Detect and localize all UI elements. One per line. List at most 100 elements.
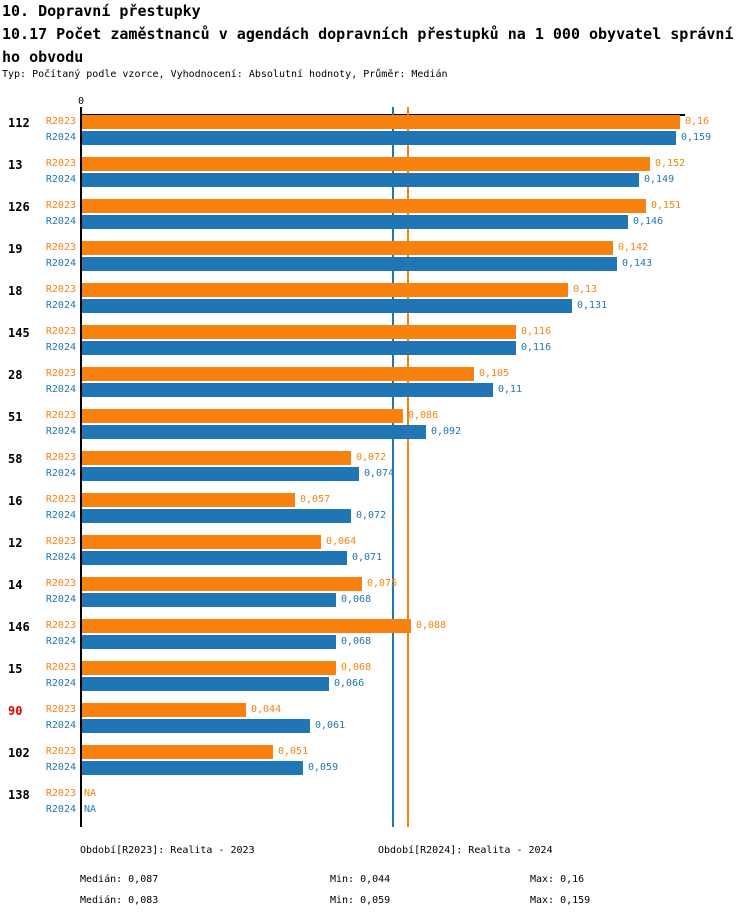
value-label-r2023-90: 0,044 [251,704,282,715]
series-label-r2023-12: R2023 [45,536,76,547]
report-section-title: 10. Dopravní přestupky [2,2,201,20]
value-label-r2024-12: 0,071 [352,552,383,563]
x-axis-zero-tick-label: 0 [77,96,85,107]
series-label-r2024-112: R2024 [45,132,76,143]
bar-r2024-28 [82,383,493,397]
category-label-28: 28 [8,368,23,382]
bar-r2023-102 [82,745,273,759]
bar-r2024-16 [82,509,351,523]
bar-r2023-19 [82,241,613,255]
stat-min-r2024: Min: 0,059 [330,895,391,906]
value-label-r2024-112: 0,159 [681,132,712,143]
category-label-145: 145 [8,326,30,340]
value-label-r2024-126: 0,146 [633,216,664,227]
category-label-51: 51 [8,410,23,424]
value-label-r2023-58: 0,072 [356,452,387,463]
bar-r2024-13 [82,173,639,187]
bar-r2024-18 [82,299,572,313]
category-label-18: 18 [8,284,23,298]
stat-max-r2024: Max: 0,159 [530,895,591,906]
bar-r2023-13 [82,157,650,171]
category-label-14: 14 [8,578,23,592]
category-label-13: 13 [8,158,23,172]
value-label-r2024-14: 0,068 [341,594,372,605]
value-label-r2023-51: 0,086 [408,410,439,421]
value-label-r2023-14: 0,075 [367,578,398,589]
median-line-r2023 [407,107,409,827]
category-label-19: 19 [8,242,23,256]
value-label-r2023-16: 0,057 [300,494,331,505]
legend-period-r2023: Období[R2023]: Realita - 2023 [80,845,255,856]
bar-r2023-18 [82,283,568,297]
value-label-r2023-15: 0,068 [341,662,372,673]
indicator-title-line2: ho obvodu [2,48,84,66]
series-label-r2023-16: R2023 [45,494,76,505]
series-label-r2023-19: R2023 [45,242,76,253]
category-label-15: 15 [8,662,23,676]
bar-r2023-58 [82,451,351,465]
category-label-126: 126 [8,200,30,214]
bar-r2023-90 [82,703,246,717]
stat-median-r2023: Medián: 0,087 [80,874,159,885]
value-label-r2024-146: 0,068 [341,636,372,647]
series-label-r2023-146: R2023 [45,620,76,631]
series-label-r2024-145: R2024 [45,342,76,353]
series-label-r2024-102: R2024 [45,762,76,773]
series-label-r2024-126: R2024 [45,216,76,227]
series-label-r2024-58: R2024 [45,468,76,479]
value-label-r2023-19: 0,142 [618,242,649,253]
bar-r2024-90 [82,719,310,733]
value-label-r2023-145: 0,116 [521,326,552,337]
series-label-r2023-51: R2023 [45,410,76,421]
value-label-r2024-90: 0,061 [315,720,346,731]
series-label-r2023-112: R2023 [45,116,76,127]
bar-r2023-28 [82,367,474,381]
bar-r2024-126 [82,215,628,229]
series-label-r2024-18: R2024 [45,300,76,311]
series-label-r2024-14: R2024 [45,594,76,605]
category-label-102: 102 [8,746,30,760]
series-label-r2024-28: R2024 [45,384,76,395]
category-label-16: 16 [8,494,23,508]
bar-r2024-58 [82,467,359,481]
series-label-r2024-16: R2024 [45,510,76,521]
grouped-bar-chart: 0 112 R2023 0,16 R2024 0,159 13 R2023 0,152 R202… [0,96,750,836]
category-label-90: 90 [8,704,23,718]
bar-r2023-51 [82,409,403,423]
bar-r2023-145 [82,325,516,339]
bar-r2023-12 [82,535,321,549]
bar-r2024-146 [82,635,336,649]
bar-r2024-15 [82,677,329,691]
value-label-r2024-16: 0,072 [356,510,387,521]
series-label-r2023-126: R2023 [45,200,76,211]
value-label-r2024-145: 0,116 [521,342,552,353]
series-label-r2024-19: R2024 [45,258,76,269]
value-label-r2023-112: 0,16 [685,116,710,127]
indicator-title-line1: 10.17 Počet zaměstnanců v agendách dopra… [2,25,734,43]
series-label-r2024-12: R2024 [45,552,76,563]
series-label-r2024-138: R2024 [45,804,76,815]
series-label-r2023-102: R2023 [45,746,76,757]
series-label-r2024-13: R2024 [45,174,76,185]
value-label-r2023-18: 0,13 [573,284,598,295]
series-label-r2023-14: R2023 [45,578,76,589]
series-label-r2024-146: R2024 [45,636,76,647]
series-label-r2024-15: R2024 [45,678,76,689]
bar-r2024-145 [82,341,516,355]
bar-r2024-14 [82,593,336,607]
bar-r2023-112 [82,115,680,129]
series-label-r2024-51: R2024 [45,426,76,437]
category-label-12: 12 [8,536,23,550]
bar-r2024-51 [82,425,426,439]
category-label-138: 138 [8,788,30,802]
bar-r2023-15 [82,661,336,675]
na-label-r2023-138: NA [84,788,97,799]
series-label-r2023-13: R2023 [45,158,76,169]
na-label-r2024-138: NA [84,804,97,815]
stat-max-r2023: Max: 0,16 [530,874,585,885]
bar-r2024-102 [82,761,303,775]
bar-r2023-14 [82,577,362,591]
value-label-r2024-19: 0,143 [622,258,653,269]
series-label-r2023-145: R2023 [45,326,76,337]
